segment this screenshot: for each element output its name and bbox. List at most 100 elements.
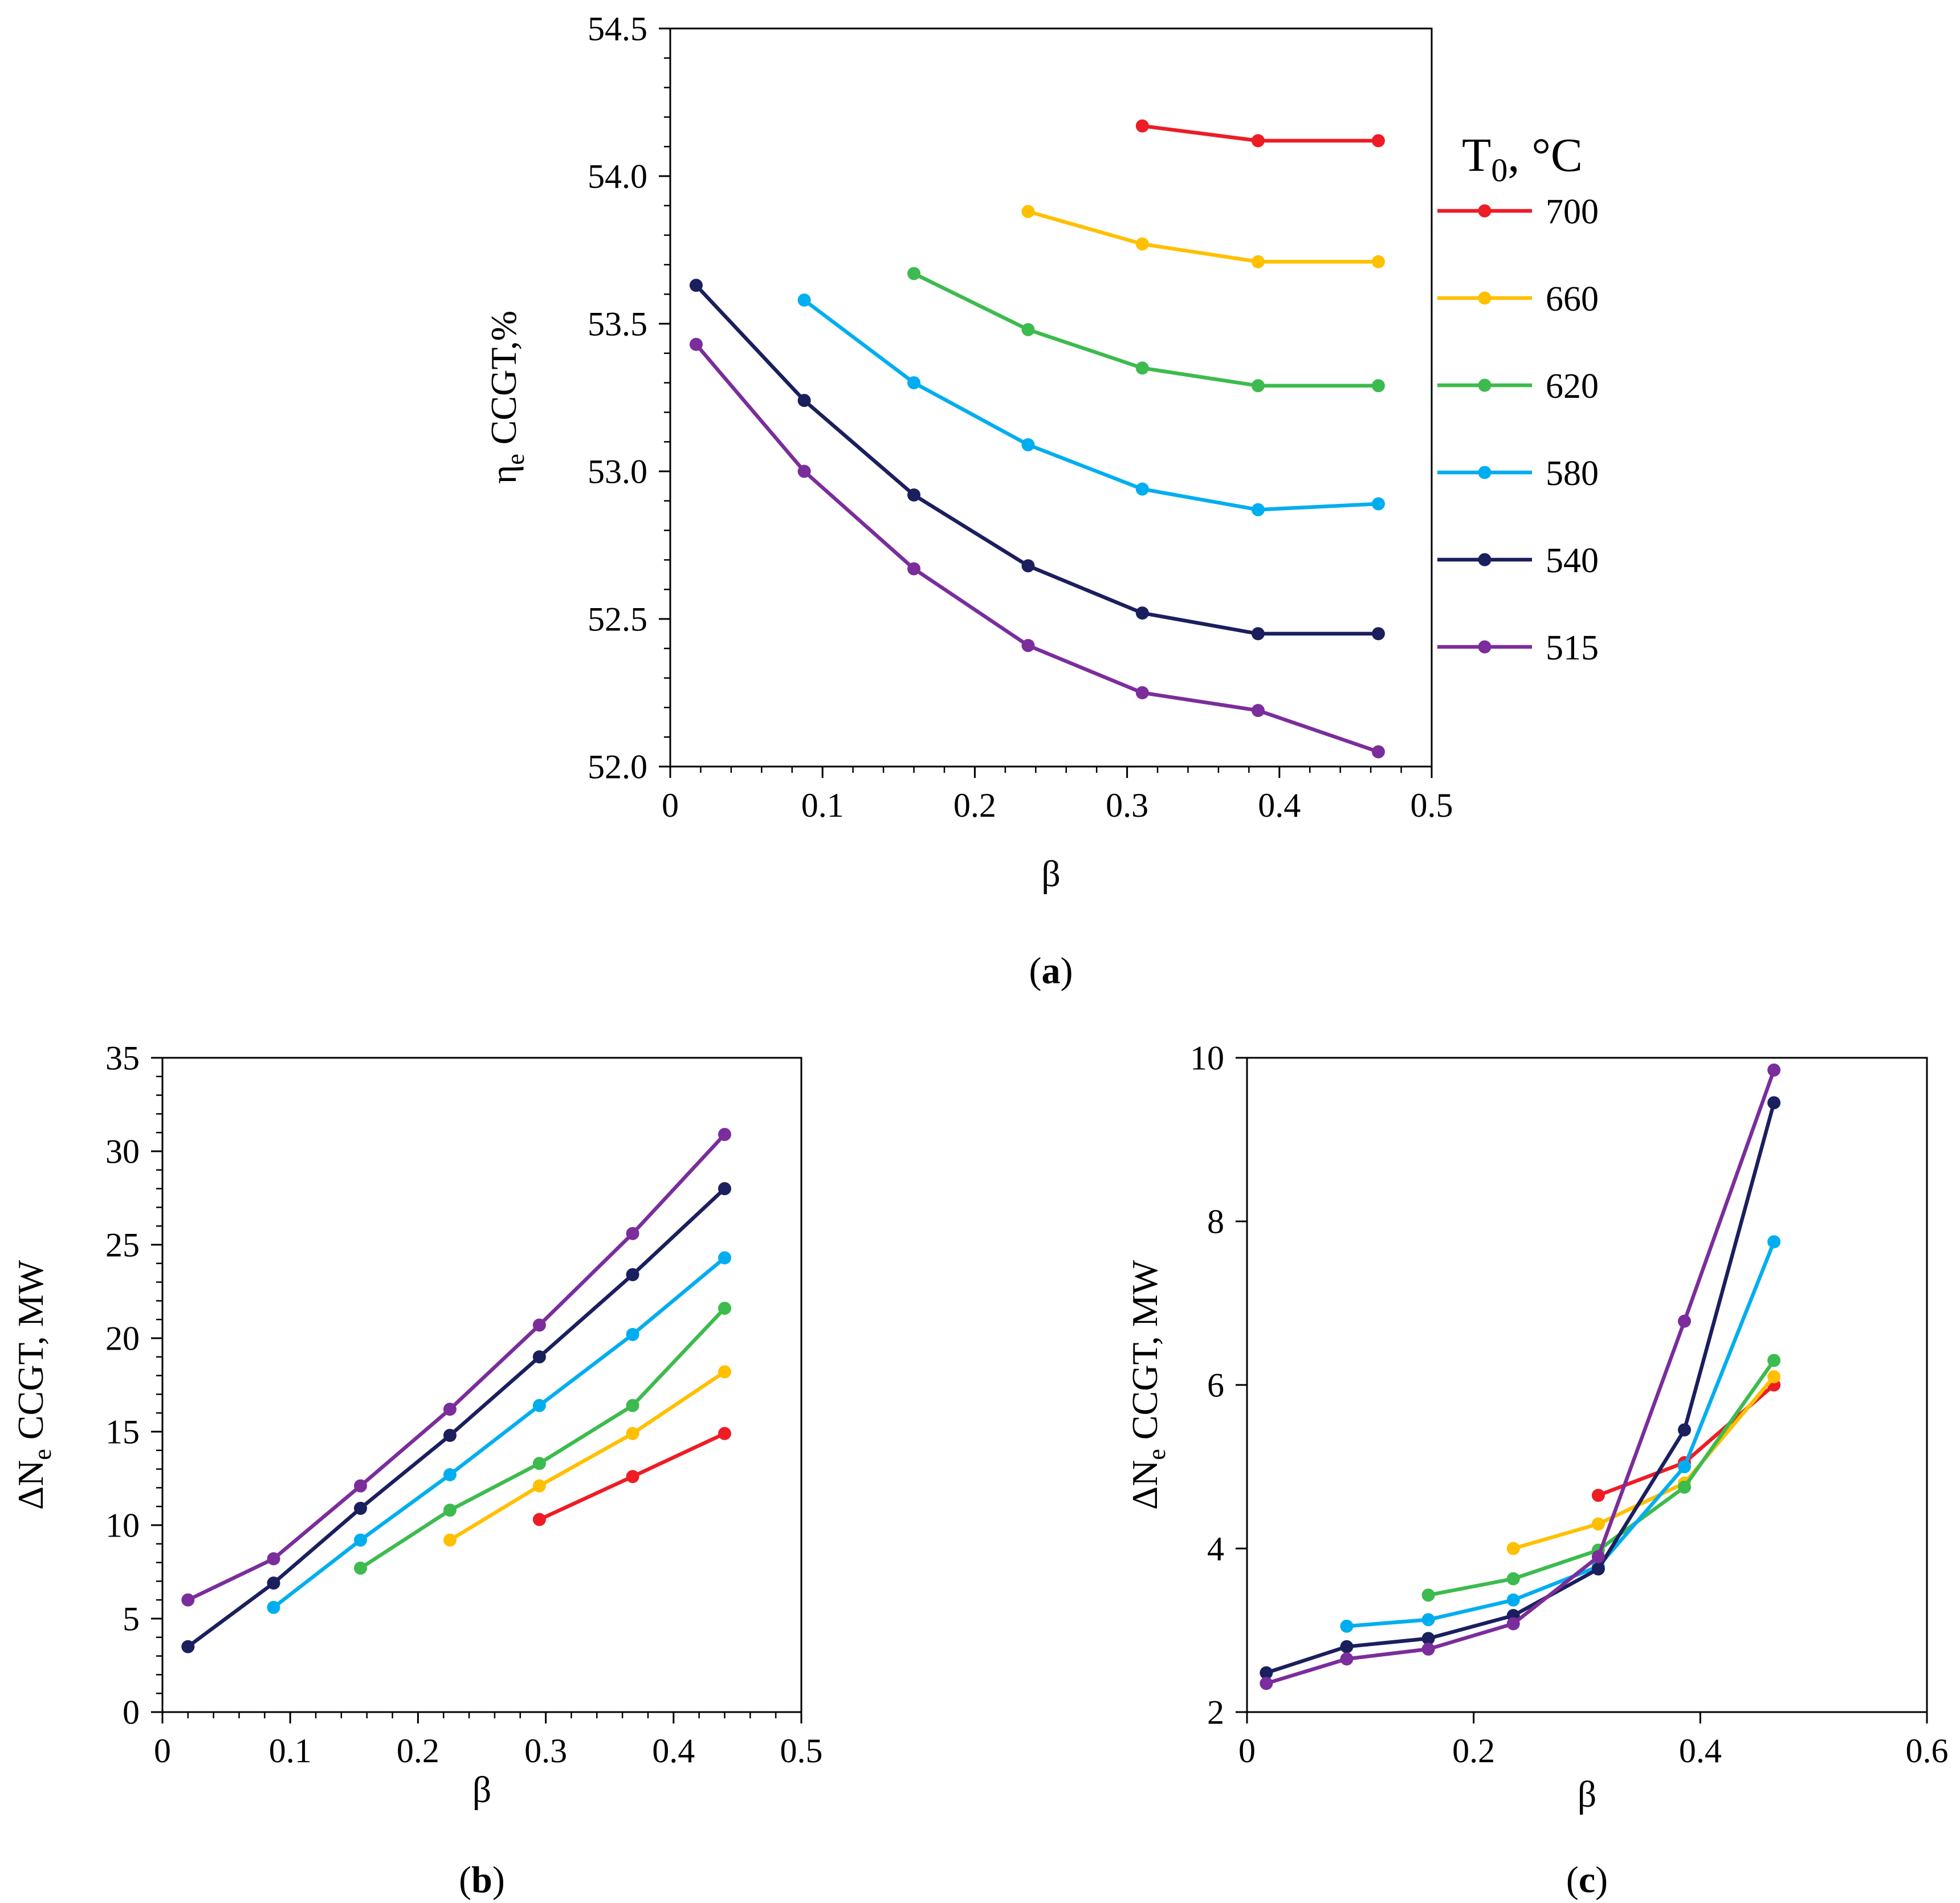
data-point-c-660 bbox=[1767, 1370, 1781, 1384]
data-point-b-700 bbox=[532, 1513, 546, 1526]
data-point-c-620 bbox=[1421, 1588, 1435, 1602]
legend-marker-660 bbox=[1478, 291, 1492, 305]
chart-panel-b: 0 0.1 0.2 0.3 0.4 0.5 0 5 10 15 20 25 30 35 β ΔNe CCGT,… bbox=[10, 1039, 823, 1901]
data-point-b-515 bbox=[718, 1127, 731, 1141]
data-point-b-700 bbox=[626, 1470, 639, 1484]
y-axis-label-main-a: η bbox=[483, 465, 524, 484]
y-tick-label-a: 52.5 bbox=[588, 600, 647, 638]
panel-caption-c: (c) bbox=[1566, 1859, 1608, 1901]
data-point-c-620 bbox=[1506, 1572, 1520, 1586]
data-point-b-515 bbox=[443, 1403, 457, 1416]
legend-title-unit: , °C bbox=[1507, 129, 1583, 182]
series-line-a-660 bbox=[1028, 210, 1379, 264]
data-point-a-660 bbox=[1251, 255, 1265, 268]
data-point-b-580 bbox=[267, 1600, 280, 1614]
y-tick-label-c: 10 bbox=[1190, 1039, 1224, 1077]
x-tick-label-b: 0 bbox=[154, 1732, 171, 1770]
caption-letter-b: b bbox=[471, 1859, 492, 1901]
data-point-b-700 bbox=[718, 1427, 731, 1440]
data-point-a-515 bbox=[797, 464, 811, 478]
data-point-c-515 bbox=[1767, 1063, 1781, 1077]
data-point-c-580 bbox=[1340, 1619, 1354, 1633]
y-axis-label-sub-b: e bbox=[28, 1449, 56, 1460]
data-point-b-515 bbox=[354, 1479, 368, 1493]
data-point-b-620 bbox=[354, 1561, 368, 1575]
data-point-b-660 bbox=[532, 1479, 546, 1493]
legend-marker-540 bbox=[1478, 553, 1492, 567]
data-point-c-620 bbox=[1767, 1354, 1781, 1367]
y-tick-label-c: 6 bbox=[1207, 1366, 1224, 1404]
legend-marker-515 bbox=[1478, 640, 1492, 654]
data-point-b-515 bbox=[626, 1226, 639, 1240]
data-point-a-540 bbox=[907, 488, 921, 502]
legend-label-540: 540 bbox=[1546, 541, 1599, 580]
legend-label-620: 620 bbox=[1546, 367, 1599, 406]
y-axis-label-c: ΔNe CCGT, MW bbox=[1124, 1260, 1171, 1510]
data-point-c-540 bbox=[1260, 1666, 1273, 1680]
legend-marker-700 bbox=[1478, 204, 1492, 218]
legend-title: T0, °C bbox=[1462, 129, 1583, 189]
caption-close-paren: ) bbox=[492, 1859, 505, 1901]
data-point-a-620 bbox=[907, 267, 921, 280]
y-axis-label-rest-a: CCGT,% bbox=[483, 311, 524, 454]
data-point-b-515 bbox=[267, 1552, 280, 1566]
chart-panel-a: 0 0.1 0.2 0.3 0.4 0.5 52.0 52.5 53.0 53.5 54.0 54.5… bbox=[483, 10, 1453, 992]
y-tick-label-a: 53.0 bbox=[588, 453, 647, 490]
plot-frame-a bbox=[669, 27, 1433, 768]
y-tick-label-b: 5 bbox=[123, 1600, 140, 1637]
data-point-c-515 bbox=[1421, 1643, 1435, 1656]
data-point-a-515 bbox=[1021, 639, 1035, 653]
data-point-b-540 bbox=[354, 1501, 368, 1515]
data-point-b-580 bbox=[626, 1327, 639, 1341]
data-point-a-620 bbox=[1371, 379, 1385, 393]
data-point-c-515 bbox=[1340, 1652, 1354, 1666]
data-point-b-540 bbox=[626, 1268, 639, 1281]
data-point-c-580 bbox=[1767, 1235, 1781, 1249]
data-point-b-540 bbox=[181, 1640, 195, 1653]
x-axis-label-c: β bbox=[1578, 1774, 1597, 1815]
series-line-b-660 bbox=[449, 1370, 726, 1542]
data-point-b-580 bbox=[443, 1468, 457, 1481]
y-axis-label-a: ηe CCGT,% bbox=[483, 311, 529, 484]
y-tick-label-a: 54.0 bbox=[588, 157, 647, 195]
x-tick-label-c: 0.6 bbox=[1906, 1732, 1949, 1770]
data-point-c-580 bbox=[1677, 1460, 1691, 1473]
caption-letter-a: a bbox=[1042, 950, 1061, 992]
x-tick-label-b: 0.1 bbox=[269, 1732, 312, 1770]
data-point-b-580 bbox=[532, 1399, 546, 1412]
data-point-a-620 bbox=[1251, 379, 1265, 393]
data-point-c-515 bbox=[1677, 1314, 1691, 1328]
data-point-a-540 bbox=[689, 279, 703, 292]
x-tick-label-a: 0.2 bbox=[953, 787, 996, 824]
data-point-a-620 bbox=[1135, 361, 1149, 375]
y-axis-label-sub-a: e bbox=[502, 454, 529, 465]
y-tick-label-a: 53.5 bbox=[588, 305, 647, 343]
legend-title-sub: 0 bbox=[1491, 152, 1507, 189]
x-tick-label-b: 0.5 bbox=[780, 1732, 823, 1770]
caption-letter-c: c bbox=[1579, 1859, 1595, 1901]
x-tick-label-a: 0.3 bbox=[1106, 787, 1148, 824]
data-point-c-515 bbox=[1260, 1677, 1273, 1690]
y-axis-label-rest-c: CCGT, MW bbox=[1124, 1260, 1165, 1449]
x-tick-label-b: 0.4 bbox=[652, 1732, 695, 1770]
data-point-b-540 bbox=[718, 1182, 731, 1196]
x-tick-label-c: 0.2 bbox=[1452, 1732, 1495, 1770]
data-point-c-580 bbox=[1421, 1613, 1435, 1627]
legend-label-580: 580 bbox=[1546, 454, 1599, 493]
data-point-a-660 bbox=[1371, 255, 1385, 268]
chart-panel-c: 0 0.2 0.4 0.6 2 4 6 8 10 β ΔNe CCGT, MW (c) bbox=[1124, 1039, 1949, 1901]
x-tick-label-a: 0.5 bbox=[1411, 787, 1453, 824]
caption-open-paren: ( bbox=[1566, 1859, 1579, 1901]
y-axis-label-main-b: ΔN bbox=[10, 1460, 51, 1510]
data-point-a-540 bbox=[1135, 606, 1149, 620]
caption-open-paren: ( bbox=[1029, 950, 1042, 992]
data-point-c-540 bbox=[1340, 1640, 1354, 1653]
data-point-c-540 bbox=[1677, 1423, 1691, 1437]
y-tick-label-c: 4 bbox=[1207, 1530, 1224, 1567]
y-tick-label-c: 2 bbox=[1207, 1693, 1224, 1731]
data-point-a-540 bbox=[797, 394, 811, 408]
y-tick-label-c: 8 bbox=[1207, 1203, 1224, 1240]
data-point-a-660 bbox=[1135, 237, 1149, 251]
legend-marker-620 bbox=[1478, 378, 1492, 392]
